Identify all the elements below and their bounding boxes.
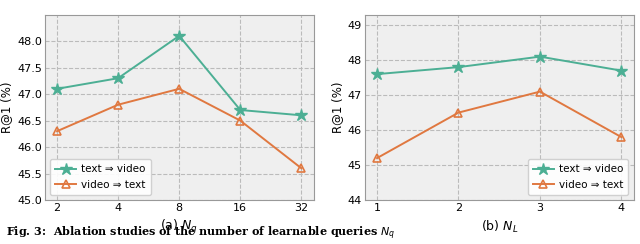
video ⇒ text [175,87,183,90]
text ⇒ video [298,114,305,117]
video ⇒ text [236,119,244,122]
text ⇒ video [236,109,244,112]
video ⇒ text [53,130,61,133]
text ⇒ video [373,73,381,76]
text ⇒ video [175,34,183,37]
Y-axis label: R@1 (%): R@1 (%) [0,81,13,133]
text ⇒ video [536,55,544,58]
video ⇒ text [373,157,381,160]
Line: video ⇒ text: video ⇒ text [373,87,625,162]
video ⇒ text [618,136,625,139]
X-axis label: (a) $N_q$: (a) $N_q$ [160,218,198,236]
video ⇒ text [115,103,122,106]
X-axis label: (b) $N_L$: (b) $N_L$ [481,218,518,234]
Y-axis label: R@1 (%): R@1 (%) [331,81,344,133]
text ⇒ video [115,77,122,80]
Line: text ⇒ video: text ⇒ video [371,50,628,80]
Text: Fig. 3:  Ablation studies of the number of learnable queries $N_q$: Fig. 3: Ablation studies of the number o… [6,224,396,242]
video ⇒ text [298,167,305,170]
Line: video ⇒ text: video ⇒ text [53,85,305,173]
Legend: text ⇒ video, video ⇒ text: text ⇒ video, video ⇒ text [50,159,151,195]
video ⇒ text [536,90,544,93]
text ⇒ video [618,69,625,72]
text ⇒ video [454,66,462,69]
text ⇒ video [53,87,61,90]
Line: text ⇒ video: text ⇒ video [51,30,308,122]
Legend: text ⇒ video, video ⇒ text: text ⇒ video, video ⇒ text [527,159,628,195]
video ⇒ text [454,111,462,114]
